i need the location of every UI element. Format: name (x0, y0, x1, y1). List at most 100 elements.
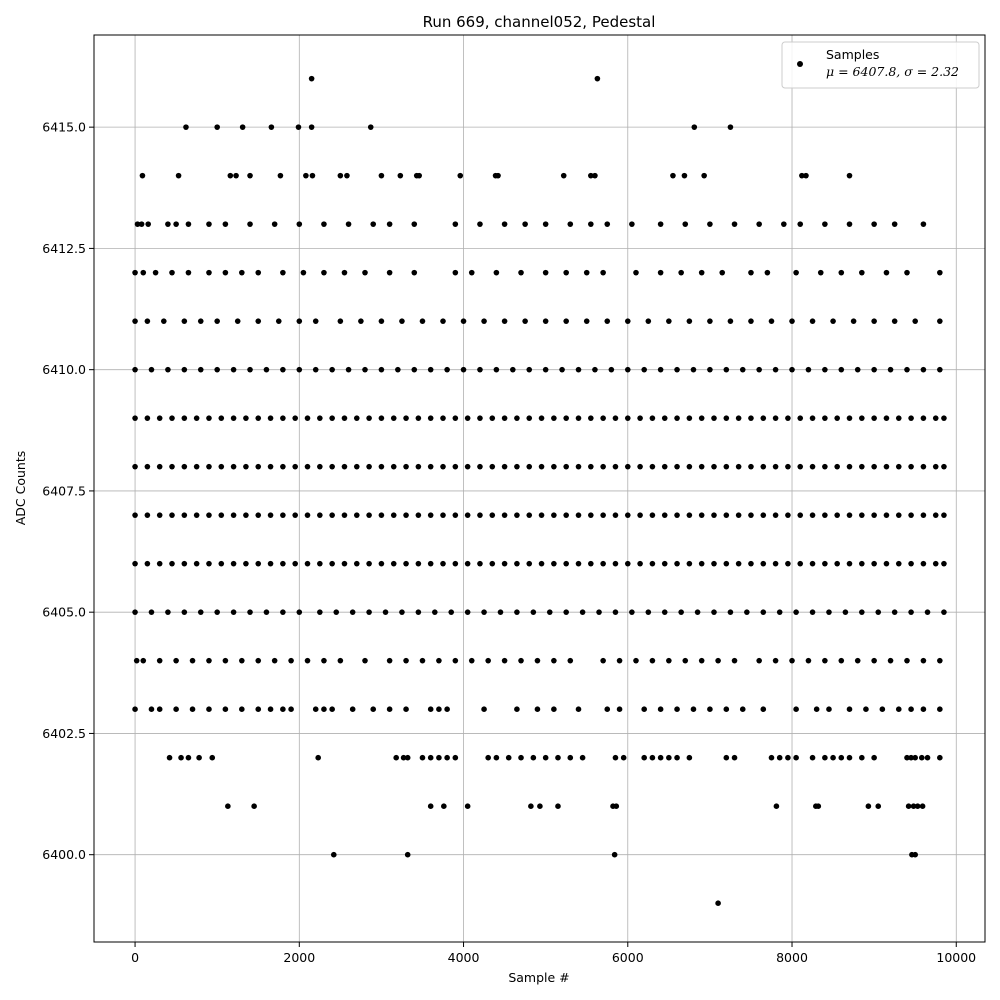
data-point (218, 463, 225, 470)
data-point (883, 269, 890, 276)
data-point (863, 706, 869, 712)
data-point (481, 706, 487, 712)
data-point (349, 706, 356, 712)
data-point (698, 463, 705, 470)
data-point (817, 269, 824, 276)
data-point (575, 512, 582, 518)
data-point (255, 560, 262, 567)
data-point (222, 706, 229, 712)
data-point (698, 512, 705, 518)
data-point (427, 366, 434, 373)
data-point (411, 221, 418, 227)
data-point (711, 415, 717, 421)
data-point (329, 512, 335, 518)
data-point (280, 706, 286, 712)
data-point (464, 463, 471, 470)
data-point (859, 463, 865, 470)
data-point (501, 560, 508, 567)
data-point (477, 366, 483, 373)
data-point (560, 172, 567, 179)
data-point (537, 803, 543, 809)
data-point (760, 512, 767, 518)
x-axis-ticks: 0 2000 4000 6000 8000 10000 (131, 942, 976, 965)
data-point (448, 609, 455, 615)
data-point (280, 512, 286, 518)
data-point (329, 366, 335, 373)
data-point (723, 560, 730, 567)
data-point (600, 415, 606, 421)
data-point (140, 269, 147, 276)
data-point (797, 512, 804, 518)
data-point (367, 124, 374, 130)
data-point (698, 560, 705, 567)
data-point (612, 415, 619, 421)
data-point (760, 609, 767, 615)
data-point (657, 269, 664, 276)
data-point (485, 754, 491, 761)
data-point (464, 803, 471, 809)
data-point (731, 221, 738, 227)
data-point (895, 415, 902, 421)
data-point (542, 754, 549, 761)
data-point (197, 318, 204, 324)
legend-stats: μ = 6407.8, σ = 2.32 (826, 64, 959, 79)
data-point (567, 221, 574, 227)
data-point (156, 560, 163, 567)
data-point (661, 415, 668, 421)
data-point (797, 415, 804, 421)
data-point (501, 318, 508, 324)
data-point (937, 706, 943, 712)
data-point (908, 463, 914, 470)
data-point (723, 512, 730, 518)
data-point (444, 366, 450, 373)
data-point (883, 560, 890, 567)
data-point (329, 415, 335, 421)
data-point (838, 754, 845, 761)
data-point (230, 512, 237, 518)
data-point (353, 512, 360, 518)
data-point (197, 366, 204, 373)
data-point (649, 560, 656, 567)
x-tick-label: 6000 (612, 950, 644, 965)
data-point (641, 366, 647, 373)
data-point (768, 318, 775, 324)
data-point (551, 706, 557, 712)
data-point (206, 560, 212, 567)
data-point (649, 463, 656, 470)
data-point (441, 803, 447, 809)
data-point (674, 560, 680, 567)
data-point (255, 463, 262, 470)
data-point (526, 560, 533, 567)
data-point (822, 221, 828, 227)
data-point (813, 706, 820, 712)
data-point (263, 366, 270, 373)
data-point (481, 318, 487, 324)
data-point (674, 512, 680, 518)
data-point (308, 75, 315, 82)
data-point (563, 269, 569, 276)
data-point (760, 706, 767, 712)
data-point (538, 512, 545, 518)
data-point (169, 269, 175, 276)
data-point (275, 318, 282, 324)
data-point (206, 415, 212, 421)
data-point (859, 512, 865, 518)
data-point (776, 754, 783, 761)
data-point (937, 754, 943, 761)
data-point (538, 415, 545, 421)
data-point (850, 318, 857, 324)
data-point (785, 560, 791, 567)
chart-title: Run 669, channel052, Pedestal (423, 13, 656, 31)
data-point (809, 512, 816, 518)
data-point (366, 560, 372, 567)
data-point (165, 221, 171, 227)
data-point (657, 754, 664, 761)
data-point (666, 657, 672, 664)
data-point (436, 657, 442, 664)
data-point (546, 609, 553, 615)
data-point (292, 512, 298, 518)
data-point (280, 609, 286, 615)
data-point (875, 609, 882, 615)
data-point (169, 512, 175, 518)
data-point (440, 415, 446, 421)
